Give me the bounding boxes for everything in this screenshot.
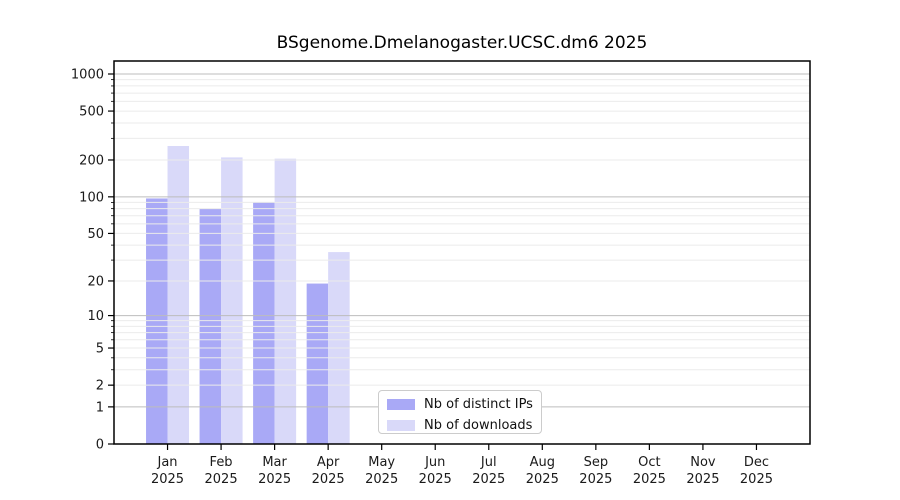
y-tick-label: 10: [87, 309, 104, 324]
y-tick-label: 20: [87, 274, 104, 289]
x-tick-label-month: Oct: [638, 455, 660, 470]
x-tick-label-month: Nov: [690, 455, 716, 470]
x-tick-label-year: 2025: [472, 472, 505, 487]
x-tick-label-month: Mar: [262, 455, 287, 470]
y-tick-label: 100: [79, 190, 104, 205]
x-tick-label-month: Feb: [210, 455, 233, 470]
bar-downloads-mar: [274, 158, 297, 445]
bar-distinct-ips-apr: [306, 283, 329, 444]
x-tick-label-year: 2025: [633, 472, 666, 487]
legend-item-distinct-ips: Nb of distinct IPs: [387, 396, 541, 413]
y-tick-label: 50: [87, 227, 104, 242]
legend: Nb of distinct IPs Nb of downloads: [378, 390, 542, 434]
x-tick-label-year: 2025: [686, 472, 719, 487]
bar-downloads-jan: [167, 145, 190, 444]
chart-title: BSgenome.Dmelanogaster.UCSC.dm6 2025: [276, 33, 648, 53]
x-tick-label-year: 2025: [365, 472, 398, 487]
y-tick-label: 2: [96, 379, 104, 394]
y-tick-label: 1: [96, 400, 104, 415]
plot-border: [113, 60, 811, 445]
x-tick-label-year: 2025: [740, 472, 773, 487]
x-tick-label-year: 2025: [205, 472, 238, 487]
y-tick-label: 500: [79, 105, 104, 120]
x-tick-label-month: Sep: [584, 455, 609, 470]
x-tick-label-month: Apr: [317, 455, 340, 470]
bar-distinct-ips-mar: [253, 202, 275, 444]
x-tick-label-month: Aug: [530, 455, 555, 470]
x-tick-label-month: Jan: [157, 455, 178, 470]
x-tick-label-year: 2025: [151, 472, 184, 487]
x-tick-label-month: Jun: [424, 455, 445, 470]
y-tick-label: 5: [96, 342, 104, 357]
downloads-swatch: [387, 420, 415, 431]
y-tick-label: 0: [96, 438, 104, 453]
bar-downloads-feb: [221, 157, 243, 444]
x-tick-label-year: 2025: [579, 472, 612, 487]
x-tick-label-year: 2025: [258, 472, 291, 487]
x-tick-label-month: Dec: [744, 455, 769, 470]
x-tick-label-year: 2025: [526, 472, 559, 487]
distinct-ips-swatch: [387, 399, 415, 410]
legend-label-distinct-ips: Nb of distinct IPs: [424, 397, 533, 412]
y-tick-label: 200: [79, 153, 104, 168]
x-tick-label-month: Jul: [480, 455, 497, 470]
legend-item-downloads: Nb of downloads: [387, 417, 541, 434]
x-tick-label-month: May: [368, 455, 395, 470]
x-tick-label-year: 2025: [312, 472, 345, 487]
y-tick-label: 1000: [71, 68, 104, 83]
x-tick-label-year: 2025: [419, 472, 452, 487]
legend-label-downloads: Nb of downloads: [424, 418, 533, 433]
